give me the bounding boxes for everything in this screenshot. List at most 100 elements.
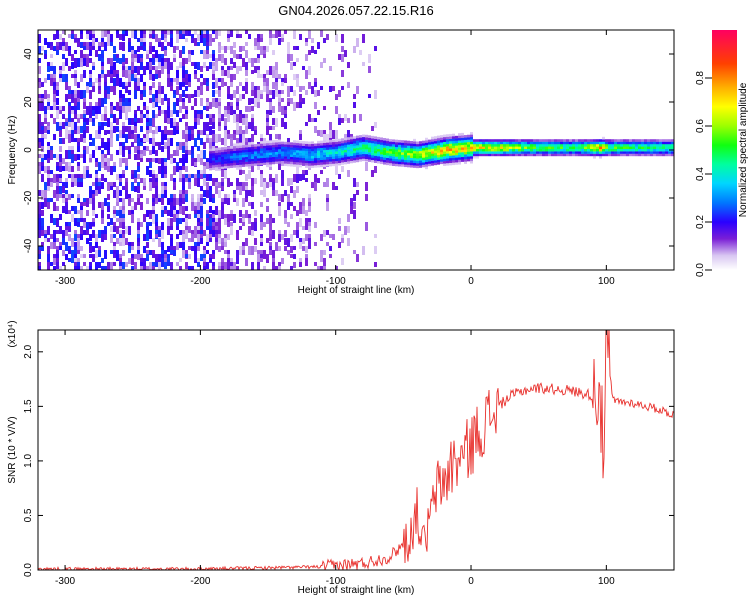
spectrogram-noise-cell — [218, 90, 221, 97]
spectrogram-signal-cell — [515, 139, 518, 142]
spectrogram-noise-cell — [152, 178, 155, 184]
spectrogram-noise-cell — [143, 178, 146, 183]
spectrogram-noise-cell — [212, 142, 215, 146]
spectrogram-noise-cell — [299, 134, 302, 140]
spectrogram-signal-cell — [452, 140, 455, 144]
spectrogram-signal-cell — [557, 146, 560, 149]
spectrogram-signal-cell — [299, 155, 302, 158]
spectrogram-signal-cell — [263, 143, 266, 146]
spectrogram-signal-cell — [269, 154, 272, 158]
spectrogram-signal-cell — [662, 146, 665, 149]
spectrogram-signal-cell — [428, 144, 431, 148]
spectrogram-noise-cell — [128, 146, 131, 151]
spectrogram-signal-cell — [344, 159, 347, 162]
spectrogram-signal-cell — [548, 146, 551, 149]
spectrogram-noise-cell — [179, 258, 182, 262]
spectrogram-noise-cell — [182, 250, 185, 258]
spectrogram-signal-cell — [626, 144, 629, 147]
spectrogram-noise-cell — [221, 78, 224, 84]
spectrogram-signal-cell — [248, 166, 251, 169]
spectrogram-signal-cell — [488, 144, 491, 147]
spectrogram-signal-cell — [329, 161, 332, 164]
spectrogram-signal-cell — [389, 153, 392, 157]
spectrogram-noise-cell — [242, 134, 245, 139]
spectrogram-signal-cell — [446, 155, 449, 159]
spectrogram-signal-cell — [356, 157, 359, 160]
spectrogram-signal-cell — [386, 157, 389, 161]
spectrogram-noise-cell — [206, 122, 209, 126]
spectrogram-signal-cell — [467, 146, 470, 150]
spectrogram-signal-cell — [398, 156, 401, 160]
spectrogram-noise-cell — [182, 242, 185, 251]
spectrogram-noise-cell — [110, 78, 113, 83]
spectrogram-signal-cell — [218, 157, 221, 160]
spectrogram-signal-cell — [392, 144, 395, 147]
spectrogram-noise-cell — [209, 114, 212, 121]
spectrogram-noise-cell — [77, 90, 80, 98]
spectrogram-signal-cell — [650, 148, 653, 152]
spectrogram-noise-cell — [197, 90, 200, 97]
spectrogram-noise-cell — [302, 174, 305, 180]
snr-x-tick-label: -200 — [190, 576, 210, 587]
spectrogram-signal-cell — [455, 138, 458, 141]
spectrogram-noise-cell — [47, 42, 50, 48]
spectrogram-noise-cell — [62, 114, 65, 119]
spectrogram-signal-cell — [554, 148, 557, 152]
spectrogram-noise-cell — [152, 182, 155, 188]
spectrogram-signal-cell — [446, 141, 449, 145]
spectrogram-noise-cell — [146, 146, 149, 151]
spectrogram-noise-cell — [299, 34, 302, 40]
spectrogram-noise-cell — [173, 78, 176, 82]
spectrogram-noise-cell — [254, 178, 257, 184]
spectrogram-signal-cell — [308, 153, 311, 157]
spectrogram-noise-cell — [305, 258, 308, 266]
spectrogram-noise-cell — [143, 258, 146, 263]
spectrogram-noise-cell — [44, 154, 47, 160]
spectrogram-noise-cell — [98, 246, 101, 253]
spectrogram-noise-cell — [200, 30, 203, 37]
spectrogram-signal-cell — [374, 157, 377, 161]
spectrogram-signal-cell — [509, 146, 512, 149]
spectrogram-noise-cell — [338, 118, 341, 125]
spectrogram-signal-cell — [251, 163, 254, 167]
spectrogram-noise-cell — [125, 58, 128, 64]
spectrogram-signal-cell — [437, 154, 440, 158]
spectrogram-noise-cell — [71, 154, 74, 163]
spectrogram-signal-cell — [338, 145, 341, 149]
spectrogram-noise-cell — [101, 42, 104, 47]
spectrogram-signal-cell — [563, 146, 566, 149]
spectrogram-noise-cell — [200, 150, 203, 158]
spectrogram-noise-cell — [245, 238, 248, 246]
spectrogram-signal-cell — [383, 145, 386, 148]
spectrogram-noise-cell — [125, 86, 128, 93]
spectrogram-noise-cell — [335, 106, 338, 114]
spectrogram-noise-cell — [98, 46, 101, 51]
spectrogram-signal-cell — [254, 144, 257, 147]
spectrogram-signal-cell — [341, 150, 344, 153]
spectrogram-signal-cell — [479, 153, 482, 157]
spectrogram-noise-cell — [53, 218, 56, 225]
spectrogram-signal-cell — [503, 139, 506, 142]
spectrogram-noise-cell — [263, 266, 266, 270]
spectrogram-noise-cell — [68, 106, 71, 115]
spectrogram-signal-cell — [428, 149, 431, 152]
spectrogram-noise-cell — [185, 38, 188, 42]
spectrogram-noise-cell — [275, 174, 278, 183]
spectrogram-noise-cell — [95, 174, 98, 179]
spectrogram-signal-cell — [299, 143, 302, 146]
spectrogram-noise-cell — [98, 90, 101, 94]
spectrogram-noise-cell — [212, 38, 215, 42]
spectrogram-signal-cell — [377, 156, 380, 159]
spectrogram-signal-cell — [488, 153, 491, 157]
spectrogram-signal-cell — [467, 153, 470, 157]
spectrogram-noise-cell — [173, 94, 176, 98]
spectrogram-noise-cell — [128, 118, 131, 125]
spectrogram-signal-cell — [482, 141, 485, 145]
spectrogram-noise-cell — [260, 178, 263, 187]
spectrogram-signal-cell — [443, 134, 446, 138]
spectrogram-noise-cell — [71, 106, 74, 111]
spectrogram-noise-cell — [293, 46, 296, 50]
spectrogram-noise-cell — [260, 242, 263, 246]
spectrogram-noise-cell — [266, 126, 269, 135]
spectrogram-signal-cell — [242, 145, 245, 148]
